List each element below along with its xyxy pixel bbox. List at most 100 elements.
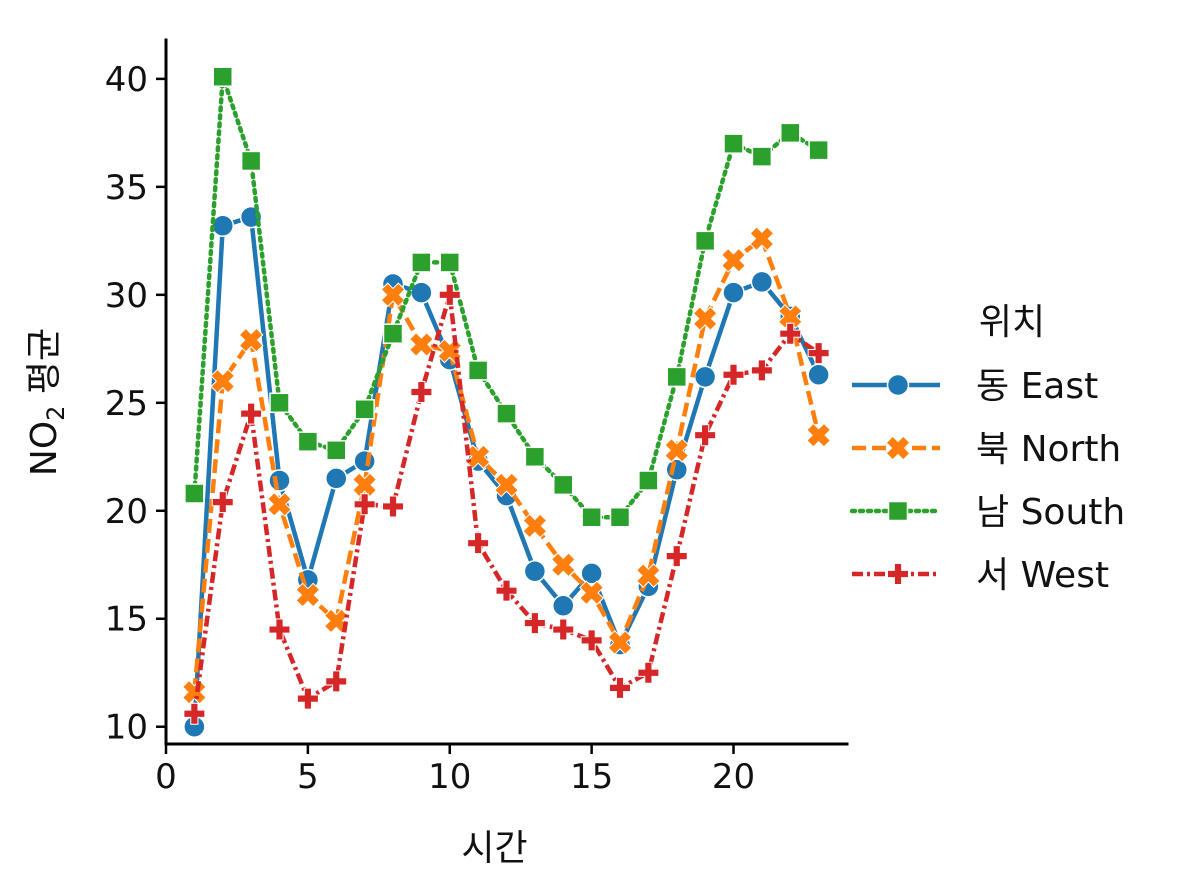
data-point xyxy=(750,270,774,294)
data-point xyxy=(268,618,291,641)
legend-item: 서 West xyxy=(852,555,1109,596)
data-point xyxy=(184,483,205,504)
y-tick-label: 35 xyxy=(105,168,148,208)
data-point xyxy=(524,446,546,468)
y-tick-label: 10 xyxy=(105,708,148,748)
data-point xyxy=(353,449,376,473)
data-point xyxy=(326,440,347,461)
data-point xyxy=(665,458,688,481)
data-point xyxy=(553,474,574,496)
data-point xyxy=(607,630,633,655)
data-point xyxy=(354,399,375,420)
data-point xyxy=(297,431,319,452)
y-axis-title: NO2 평균 xyxy=(24,328,70,476)
data-point xyxy=(240,150,262,172)
data-point xyxy=(750,359,773,382)
data-point xyxy=(496,403,517,424)
data-point xyxy=(352,472,378,498)
data-point xyxy=(295,582,321,608)
legend-label: 동 East xyxy=(976,366,1098,407)
data-point xyxy=(666,366,687,388)
y-axis-title-rest: 평균 xyxy=(24,328,65,406)
data-point xyxy=(693,365,717,389)
x-tick-label: 5 xyxy=(297,757,319,797)
series-2 xyxy=(181,226,832,705)
data-point xyxy=(692,306,718,331)
x-axis-title: 시간 xyxy=(461,828,527,869)
data-point xyxy=(439,252,460,273)
data-point xyxy=(522,513,548,539)
data-point xyxy=(211,491,234,514)
y-tick-label: 40 xyxy=(105,60,148,100)
x-tick-label: 10 xyxy=(428,757,471,797)
x-tick-label: 0 xyxy=(155,757,177,797)
data-point xyxy=(552,618,575,641)
legend-marker xyxy=(887,500,909,522)
data-point xyxy=(296,687,319,710)
data-point xyxy=(411,252,432,273)
data-point xyxy=(268,469,291,492)
data-point xyxy=(807,342,830,365)
legend-marker xyxy=(886,373,910,397)
data-point xyxy=(808,139,829,161)
data-point xyxy=(721,247,746,273)
data-point xyxy=(382,323,404,344)
y-tick-label: 15 xyxy=(105,600,148,640)
legend-label: 남 South xyxy=(976,492,1125,533)
y-axis-title-main: NO xyxy=(24,421,65,476)
data-point xyxy=(807,363,830,386)
series-1 xyxy=(183,205,830,738)
data-point xyxy=(749,226,775,252)
data-point xyxy=(210,368,236,394)
plot-area xyxy=(181,66,832,738)
legend-label: 북 North xyxy=(976,429,1121,470)
data-point xyxy=(579,580,605,606)
data-point xyxy=(751,146,773,167)
data-point xyxy=(494,472,519,498)
data-point xyxy=(183,702,206,725)
data-point xyxy=(323,608,349,634)
data-point xyxy=(722,363,745,386)
y-tick-label: 30 xyxy=(105,276,148,316)
data-point xyxy=(550,552,576,578)
data-point xyxy=(410,381,433,403)
series-3 xyxy=(184,66,829,528)
data-point xyxy=(240,402,263,425)
data-point xyxy=(523,612,546,635)
data-point xyxy=(408,332,434,357)
data-point xyxy=(637,661,660,684)
data-point xyxy=(694,230,716,252)
y-tick-label: 25 xyxy=(105,384,148,424)
data-point xyxy=(211,214,234,237)
data-point xyxy=(609,676,631,699)
data-point xyxy=(779,322,802,345)
data-point xyxy=(694,424,717,447)
series-4 xyxy=(183,283,830,725)
legend-title: 위치 xyxy=(979,302,1045,343)
data-point xyxy=(777,304,803,329)
series-line xyxy=(192,236,821,693)
data-point xyxy=(635,563,661,588)
legend-item: 동 East xyxy=(852,366,1098,407)
legend-marker xyxy=(885,435,911,461)
data-point xyxy=(806,422,832,448)
y-axis-title-subscript: 2 xyxy=(42,406,70,421)
x-tick-label: 20 xyxy=(712,757,755,797)
data-point xyxy=(523,559,547,583)
data-point xyxy=(438,283,461,306)
y-tick-label: 20 xyxy=(105,492,148,532)
data-point xyxy=(325,670,348,693)
data-point xyxy=(353,493,376,516)
data-point xyxy=(467,532,490,555)
data-point xyxy=(238,327,264,353)
data-point xyxy=(495,579,518,602)
data-point xyxy=(552,594,575,618)
data-point xyxy=(638,470,659,491)
data-point xyxy=(664,437,690,463)
legend-marker xyxy=(887,563,909,585)
data-point xyxy=(580,629,603,652)
data-point xyxy=(722,281,745,304)
data-point xyxy=(780,122,801,144)
data-point xyxy=(382,495,404,518)
